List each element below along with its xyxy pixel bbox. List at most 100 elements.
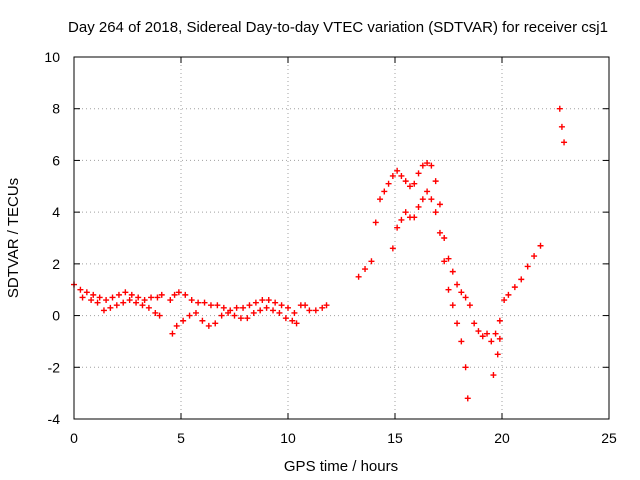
data-point bbox=[471, 320, 478, 327]
data-point bbox=[377, 196, 384, 203]
data-point bbox=[152, 309, 159, 316]
data-point bbox=[394, 224, 401, 231]
data-point bbox=[214, 302, 221, 309]
x-tick-label: 5 bbox=[177, 430, 185, 446]
data-point bbox=[109, 294, 116, 301]
data-point bbox=[207, 302, 214, 309]
data-point bbox=[505, 291, 512, 298]
data-point bbox=[436, 229, 443, 236]
data-point bbox=[494, 351, 501, 358]
data-point bbox=[558, 123, 565, 130]
data-point bbox=[237, 315, 244, 322]
data-point bbox=[220, 304, 227, 311]
data-point bbox=[88, 297, 95, 304]
data-point bbox=[454, 281, 461, 288]
series-group bbox=[79, 188, 503, 402]
data-point bbox=[289, 317, 296, 324]
data-point bbox=[556, 105, 563, 112]
data-point bbox=[490, 372, 497, 379]
data-point bbox=[441, 258, 448, 265]
data-point bbox=[252, 299, 259, 306]
x-tick-label: 25 bbox=[601, 430, 617, 446]
data-point bbox=[186, 312, 193, 319]
data-point bbox=[511, 284, 518, 291]
y-tick-label: 8 bbox=[52, 101, 60, 117]
data-point bbox=[212, 320, 219, 327]
data-point bbox=[394, 167, 401, 174]
data-point bbox=[436, 201, 443, 208]
data-point bbox=[182, 291, 189, 298]
data-point bbox=[402, 209, 409, 216]
data-point bbox=[120, 299, 127, 306]
data-point bbox=[233, 304, 240, 311]
data-point bbox=[428, 162, 435, 169]
data-point bbox=[180, 317, 187, 324]
data-point bbox=[141, 297, 148, 304]
data-point bbox=[458, 338, 465, 345]
data-point bbox=[398, 216, 405, 223]
x-tick-label: 0 bbox=[70, 430, 78, 446]
data-point bbox=[77, 286, 84, 293]
data-point bbox=[94, 299, 101, 306]
data-point bbox=[158, 291, 165, 298]
data-point bbox=[175, 289, 182, 296]
data-point bbox=[265, 297, 272, 304]
data-point bbox=[496, 335, 503, 342]
data-point bbox=[148, 294, 155, 301]
data-point bbox=[167, 297, 174, 304]
data-point bbox=[90, 291, 97, 298]
y-tick-label: 4 bbox=[52, 204, 60, 220]
data-point bbox=[103, 297, 110, 304]
data-point bbox=[411, 214, 418, 221]
data-point bbox=[126, 297, 133, 304]
y-tick-label: 2 bbox=[52, 256, 60, 272]
data-point bbox=[488, 338, 495, 345]
data-point bbox=[458, 289, 465, 296]
data-point bbox=[133, 299, 140, 306]
data-point bbox=[464, 395, 471, 402]
data-point bbox=[79, 294, 86, 301]
data-point bbox=[479, 333, 486, 340]
data-point bbox=[195, 299, 202, 306]
data-point bbox=[381, 188, 388, 195]
data-point bbox=[257, 307, 264, 314]
data-point bbox=[246, 302, 253, 309]
data-point bbox=[272, 299, 279, 306]
data-point bbox=[107, 304, 114, 311]
data-point bbox=[244, 315, 251, 322]
data-point bbox=[411, 180, 418, 187]
y-axis-label: SDTVAR / TECUs bbox=[5, 178, 22, 298]
data-point bbox=[445, 255, 452, 262]
y-tick-label: 0 bbox=[52, 308, 60, 324]
data-point bbox=[122, 289, 129, 296]
data-point bbox=[115, 291, 122, 298]
data-point bbox=[415, 170, 422, 177]
data-point bbox=[518, 276, 525, 283]
data-point bbox=[449, 302, 456, 309]
data-point bbox=[368, 258, 375, 265]
data-points bbox=[71, 105, 568, 402]
data-point bbox=[432, 178, 439, 185]
data-point bbox=[496, 317, 503, 324]
data-point bbox=[225, 309, 232, 316]
data-point bbox=[293, 320, 300, 327]
data-point bbox=[291, 309, 298, 316]
data-point bbox=[171, 291, 178, 298]
data-point bbox=[466, 302, 473, 309]
y-tick-label: 10 bbox=[44, 49, 60, 65]
data-point bbox=[240, 304, 247, 311]
data-point bbox=[428, 196, 435, 203]
data-point bbox=[537, 242, 544, 249]
data-point bbox=[415, 203, 422, 210]
data-point bbox=[312, 307, 319, 314]
data-point bbox=[113, 302, 120, 309]
data-point bbox=[199, 317, 206, 324]
data-point bbox=[188, 297, 195, 304]
data-point bbox=[128, 291, 135, 298]
data-point bbox=[319, 304, 326, 311]
data-point bbox=[406, 183, 413, 190]
data-point bbox=[270, 307, 277, 314]
data-point bbox=[432, 209, 439, 216]
data-point bbox=[389, 172, 396, 179]
